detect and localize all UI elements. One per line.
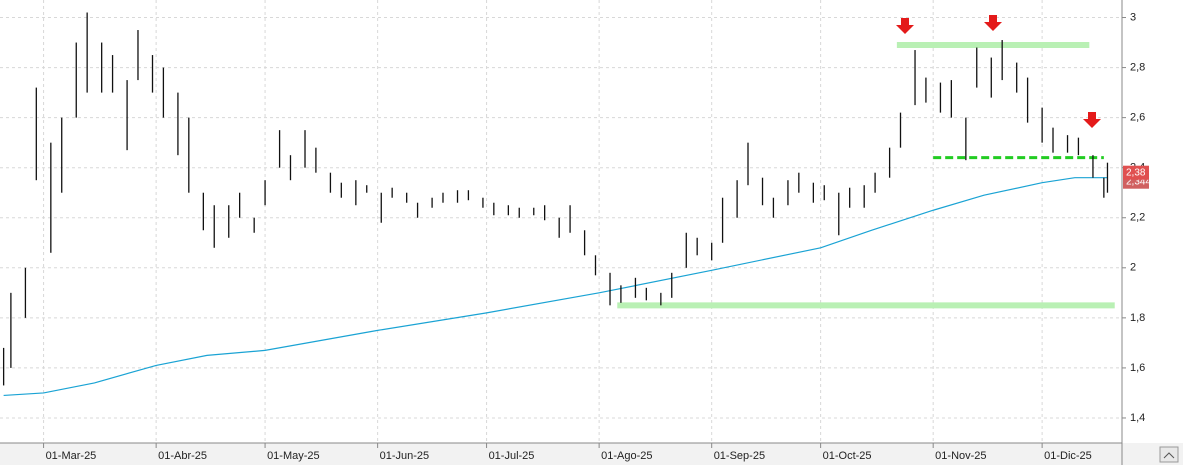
arrow bbox=[984, 15, 1002, 31]
x-tick-label: 01-Abr-25 bbox=[158, 450, 207, 462]
x-tick-label: 01-May-25 bbox=[267, 450, 320, 462]
y-tick-label: 3 bbox=[1130, 11, 1136, 23]
y-tick-label: 2,6 bbox=[1130, 112, 1145, 124]
x-axis-band bbox=[0, 443, 1183, 465]
y-tick-label: 1,4 bbox=[1130, 412, 1145, 424]
x-tick-label: 01-Dic-25 bbox=[1044, 450, 1092, 462]
x-tick-label: 01-Jul-25 bbox=[489, 450, 535, 462]
arrow bbox=[896, 18, 914, 34]
y-tick-label: 1,8 bbox=[1130, 312, 1145, 324]
scroll-icon[interactable] bbox=[1159, 446, 1179, 463]
moving-average-line bbox=[3, 177, 1108, 397]
y-tick-label: 2,8 bbox=[1130, 61, 1145, 73]
x-tick-label: 01-Nov-25 bbox=[935, 450, 986, 462]
x-tick-label: 01-Ago-25 bbox=[601, 450, 652, 462]
y-tick-label: 2,2 bbox=[1130, 212, 1145, 224]
ma-last-label: 2,344 bbox=[1126, 176, 1151, 187]
x-tick-label: 01-Oct-25 bbox=[823, 450, 872, 462]
last-price-label-box bbox=[1123, 165, 1149, 180]
x-tick-label: 01-Sep-25 bbox=[714, 450, 765, 462]
arrow bbox=[1083, 112, 1101, 128]
x-tick-label: 01-Mar-25 bbox=[46, 450, 97, 462]
down-arrows bbox=[896, 15, 1101, 128]
last-price-label: 2,38 bbox=[1126, 167, 1146, 178]
y-tick-label: 2 bbox=[1130, 262, 1136, 274]
scroll-glyph bbox=[1163, 452, 1175, 459]
scroll-button[interactable] bbox=[1159, 446, 1179, 463]
x-tick-label: 01-Jun-25 bbox=[380, 450, 430, 462]
y-tick-label: 1,6 bbox=[1130, 362, 1145, 374]
